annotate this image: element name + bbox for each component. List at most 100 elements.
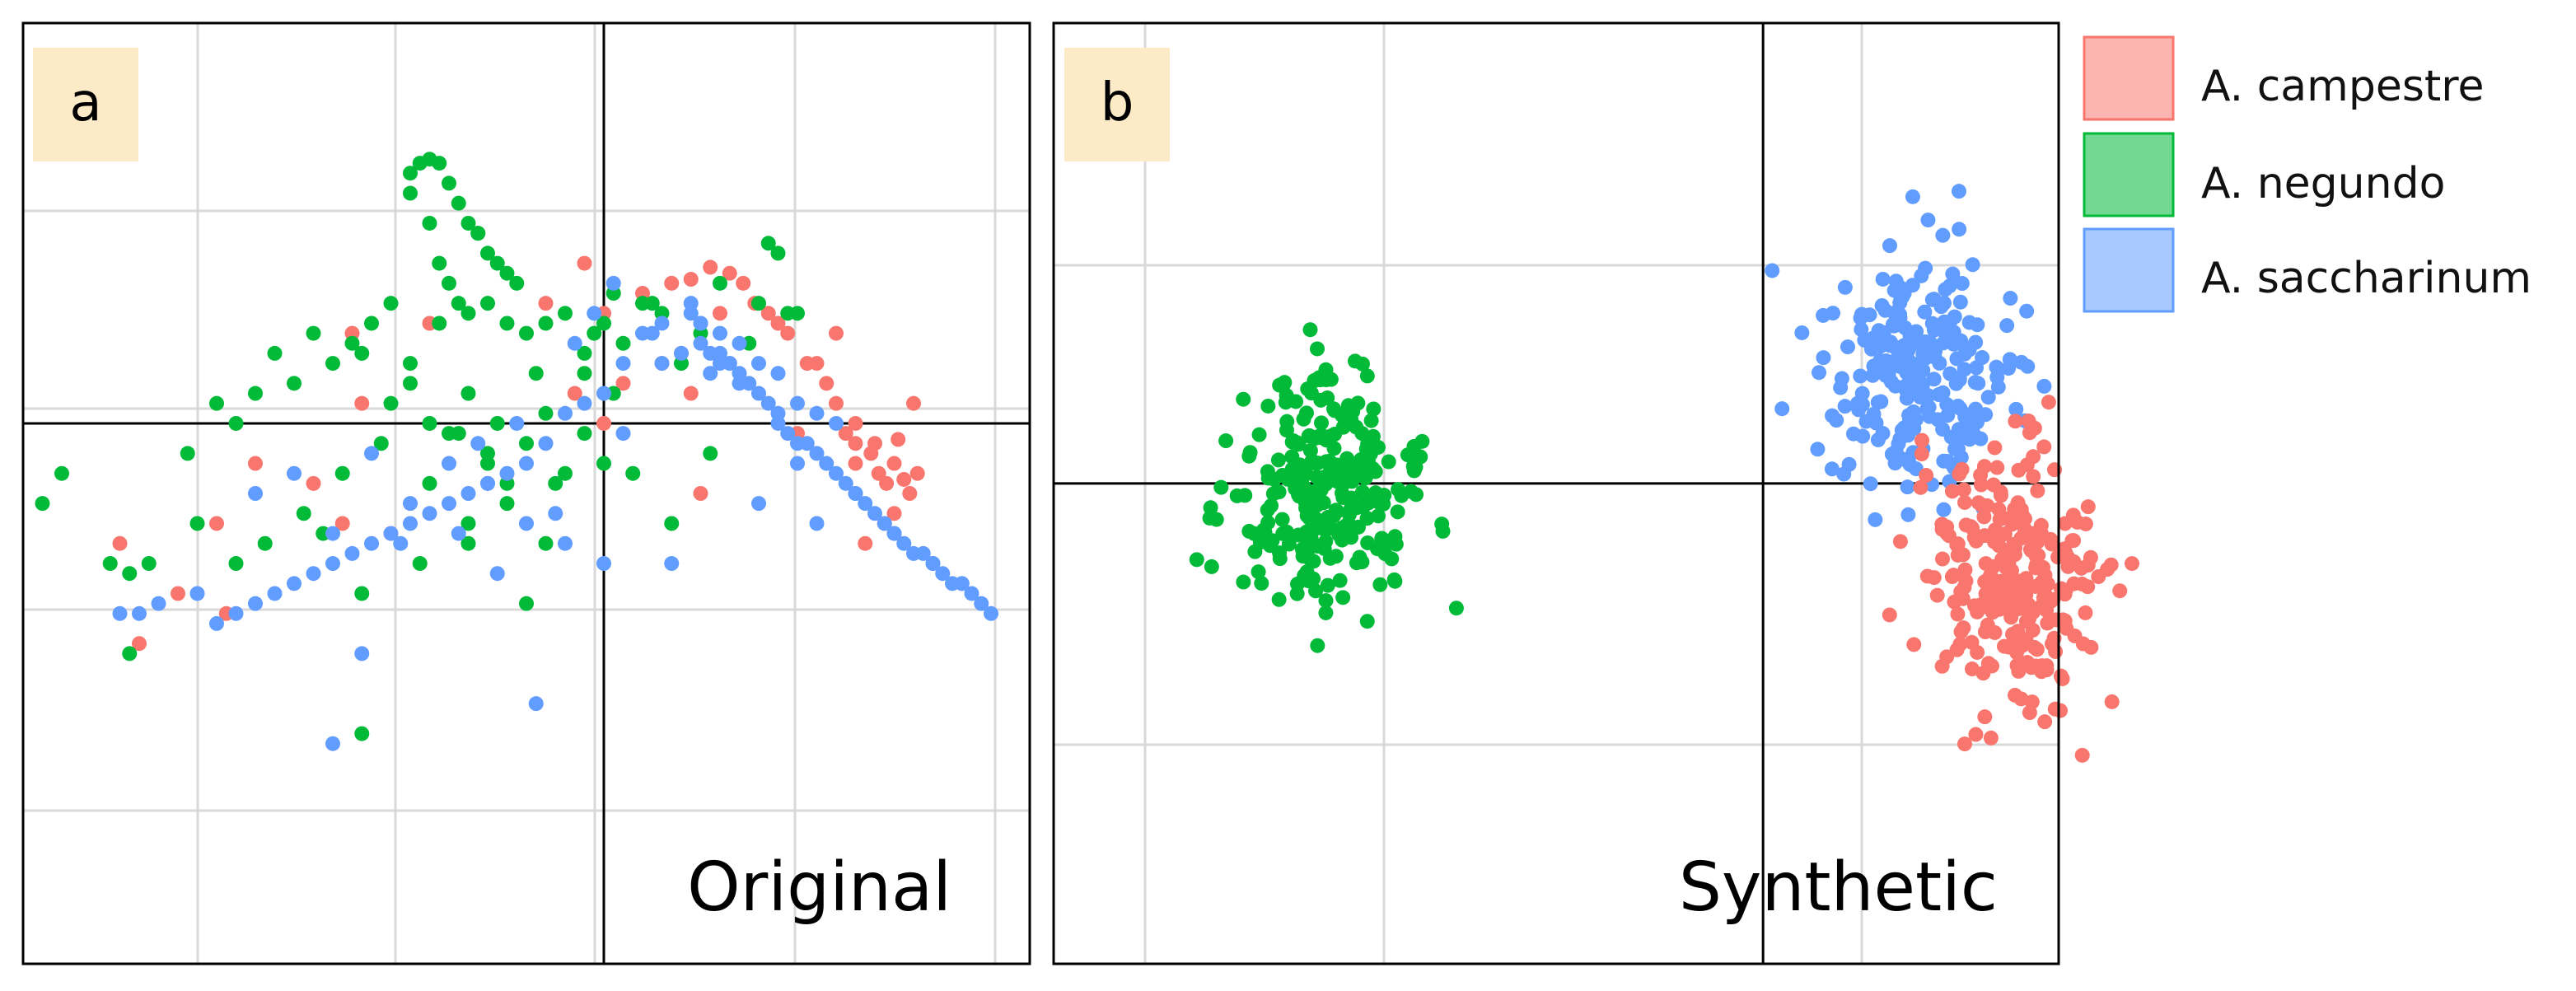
point-campestre [1952,466,1967,482]
point-negundo [790,306,805,321]
point-negundo [1213,479,1229,495]
point-saccharinum [2001,361,2017,376]
point-campestre [780,325,796,341]
point-saccharinum [1882,238,1898,254]
point-negundo [373,436,389,451]
point-saccharinum [1870,432,1886,447]
legend: A. campestre A. negundo A. saccharinum [2083,35,2532,313]
point-campestre [615,376,631,391]
point-negundo [1320,390,1335,406]
point-campestre [2003,606,2019,622]
point-saccharinum [2003,291,2018,306]
panel-a-background [23,23,1030,964]
point-campestre [2021,414,2036,429]
point-negundo [422,475,437,491]
point-negundo [1189,552,1204,568]
point-saccharinum [1816,307,1831,323]
point-saccharinum [1933,299,1949,315]
point-negundo [480,296,495,311]
point-negundo [1366,401,1382,417]
point-saccharinum [577,395,592,411]
point-negundo [1281,536,1297,552]
point-campestre [1950,606,1966,622]
point-saccharinum [1866,406,1882,422]
point-saccharinum [1840,339,1855,355]
panel-a-gridlines [23,23,1030,964]
point-negundo [1322,550,1338,566]
point-saccharinum [693,335,708,351]
point-saccharinum [703,366,718,381]
point-saccharinum [1875,271,1891,287]
point-negundo [306,325,321,341]
point-saccharinum [790,456,805,471]
point-negundo [403,376,418,391]
point-campestre [886,456,902,471]
point-campestre [1989,460,2005,475]
point-negundo [1318,605,1334,620]
point-negundo [461,386,476,401]
point-saccharinum [344,545,360,561]
point-saccharinum [770,366,786,381]
point-saccharinum [1935,385,1951,400]
point-saccharinum [1989,369,2005,385]
point-saccharinum [287,576,302,591]
point-negundo [403,356,418,372]
point-saccharinum [1938,282,1953,297]
point-saccharinum [1939,396,1955,412]
point-negundo [344,335,360,351]
point-negundo [383,296,399,311]
point-saccharinum [112,605,128,621]
point-negundo [1288,394,1304,409]
point-negundo [703,446,718,461]
point-negundo [1330,463,1345,479]
point-negundo [209,395,224,411]
panel-original: a Original [21,21,1031,965]
point-saccharinum [1950,398,1966,414]
point-negundo [451,426,466,442]
point-negundo [1318,593,1334,609]
point-negundo [1307,430,1323,446]
point-campestre [1944,569,1960,585]
point-saccharinum [1874,297,1890,313]
point-saccharinum [1969,360,1985,376]
panel-b-caption: Synthetic [1679,848,1998,927]
point-negundo [538,316,554,331]
panel-a-points [35,152,998,751]
point-negundo [403,166,418,181]
point-campestre [1952,637,1968,652]
point-campestre [1882,607,1897,623]
point-campestre [736,275,751,291]
point-negundo [1314,415,1330,431]
point-saccharinum [461,486,476,501]
point-negundo [1381,454,1396,470]
point-saccharinum [1866,358,1882,374]
point-negundo [432,156,447,171]
point-campestre [2078,605,2093,620]
point-negundo [1448,601,1464,616]
point-campestre [596,415,611,431]
point-campestre [722,265,737,281]
point-saccharinum [896,535,912,551]
legend-swatch-saccharinum [2083,227,2175,313]
point-negundo [1350,519,1366,535]
point-negundo [287,376,302,391]
point-negundo [442,175,456,191]
point-negundo [102,556,118,572]
point-saccharinum [829,465,844,481]
point-saccharinum [1836,466,1852,482]
point-negundo [1304,453,1320,469]
legend-label-campestre: A. campestre [2201,62,2485,111]
point-saccharinum [732,335,747,351]
point-saccharinum [519,456,534,471]
point-campestre [2124,556,2139,572]
point-saccharinum [1863,476,1878,492]
point-negundo [1344,460,1359,476]
point-negundo [1313,482,1329,498]
point-saccharinum [1863,341,1879,357]
point-campestre [2080,499,2096,515]
point-saccharinum [1829,413,1844,428]
point-negundo [461,516,476,531]
point-campestre [1956,482,1971,498]
point-campestre [1934,658,1950,674]
point-campestre [2007,502,2022,517]
